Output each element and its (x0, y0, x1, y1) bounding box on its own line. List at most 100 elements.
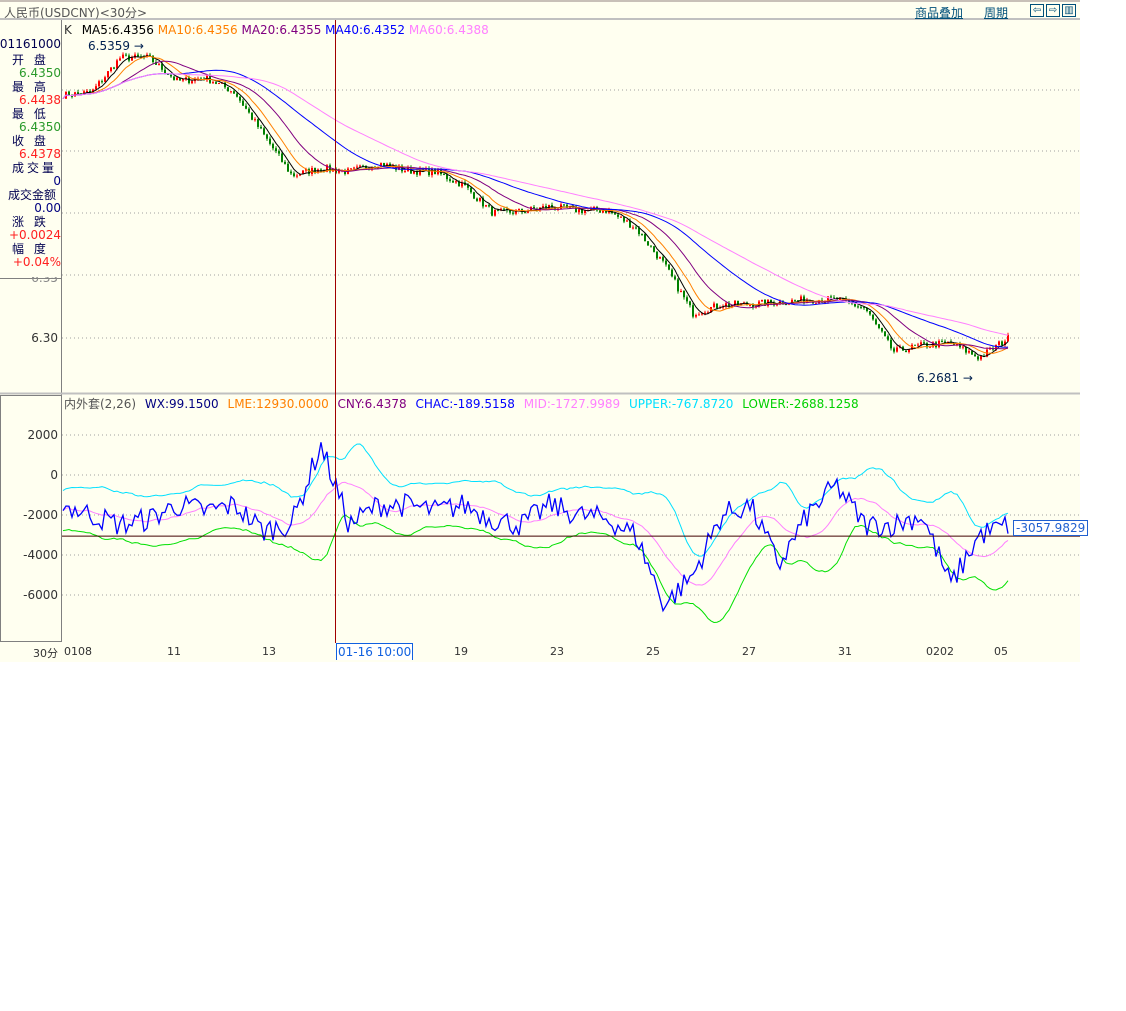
candle-body (266, 134, 268, 139)
candle-body (149, 54, 151, 56)
candle-body (695, 314, 697, 317)
candle-body (770, 299, 772, 303)
high-value: 6.5359 (88, 39, 130, 53)
arrow-left-icon[interactable]: ⇦ (1030, 4, 1044, 17)
candle-body (158, 63, 160, 65)
candle-body (725, 303, 727, 307)
candle-body (713, 303, 715, 307)
candle-body (497, 209, 499, 211)
candle-body (104, 77, 106, 82)
candle-body (185, 77, 187, 79)
candle-body (512, 212, 514, 214)
candle-body (230, 91, 232, 93)
candle-body (647, 241, 649, 246)
candle-body (242, 100, 244, 106)
candle-body (500, 208, 502, 210)
candle-body (614, 213, 616, 215)
candle-body (683, 290, 685, 298)
overlay-menu[interactable]: 商品叠加 (915, 6, 964, 20)
info-value: 6.4378 (19, 147, 61, 161)
candle-body (989, 348, 991, 350)
candle-body (482, 197, 484, 207)
legend-ma20: MA20:6.4355 (241, 23, 322, 37)
candle-body (548, 205, 550, 209)
candle-body (863, 307, 865, 309)
title-bar: 人民币(USDCNY)<30分> 商品叠加 周期 ⇦ ⇨ ▥ (0, 0, 1080, 20)
candle-body (908, 349, 910, 353)
candle-body (461, 182, 463, 187)
candle-body (356, 166, 358, 168)
candle-body (524, 212, 526, 214)
candle-body (218, 83, 220, 85)
chart-canvas[interactable] (0, 20, 1080, 662)
legend-ma10: MA10:6.4356 (157, 23, 238, 37)
candle-body (383, 163, 385, 167)
candle-body (470, 187, 472, 193)
candle-body (107, 71, 109, 78)
candle-body (602, 210, 604, 213)
candle-body (155, 62, 157, 65)
candle-body (785, 304, 787, 306)
candle-body (359, 165, 361, 167)
candle-body (587, 209, 589, 211)
candle-body (179, 77, 181, 81)
candle-body (1007, 334, 1009, 342)
candle-body (668, 264, 670, 270)
candle-body (704, 312, 706, 314)
info-label: 开 盘 (12, 53, 49, 67)
candle-body (272, 143, 274, 149)
candle-body (866, 308, 868, 312)
candle-body (947, 341, 949, 343)
candle-body (344, 170, 346, 174)
panel-layout-icon[interactable]: ▥ (1062, 4, 1076, 17)
candle-body (443, 174, 445, 176)
candle-body (299, 174, 301, 176)
candle-body (236, 93, 238, 97)
candle-body (269, 138, 271, 144)
candle-body (71, 96, 73, 98)
indicator-name: 内外套(2,26) (64, 397, 137, 411)
info-label: 收 盘 (12, 134, 49, 148)
info-label: 最 高 (12, 80, 49, 94)
candle-body (884, 331, 886, 337)
candle-body (869, 311, 871, 315)
candle-body (458, 181, 460, 187)
candle-body (971, 351, 973, 355)
period-menu[interactable]: 周期 (984, 6, 1009, 20)
candle-body (605, 210, 607, 213)
arrow-right-icon[interactable]: ⇨ (1046, 4, 1060, 17)
candle-body (578, 209, 580, 213)
candle-body (764, 299, 766, 306)
candle-body (89, 90, 91, 93)
legend-chac: CHAC:-189.5158 (415, 397, 515, 411)
candle-body (881, 328, 883, 332)
candle-body (542, 205, 544, 208)
candle-body (749, 305, 751, 307)
legend-ma60: MA60:6.4388 (408, 23, 489, 37)
chart-background (0, 20, 1080, 662)
candle-body (650, 245, 652, 247)
candle-body (698, 314, 700, 316)
low-value: 6.2681 (917, 371, 959, 385)
candle-body (977, 356, 979, 360)
candle-body (494, 209, 496, 216)
candle-body (278, 151, 280, 154)
legend-mid: MID:-1727.9989 (523, 397, 621, 411)
candle-body (248, 108, 250, 113)
candle-body (1001, 341, 1003, 346)
candle-body (251, 112, 253, 120)
candle-body (878, 324, 880, 329)
candle-body (917, 344, 919, 346)
candle-body (617, 214, 619, 217)
candle-body (626, 220, 628, 222)
candle-body (833, 297, 835, 299)
candle-body (566, 204, 568, 208)
upper-line (62, 443, 1009, 557)
candle-body (257, 119, 259, 127)
info-label: 涨 跌 (12, 215, 49, 229)
ma10-line (62, 55, 1009, 354)
candle-body (137, 54, 139, 57)
candle-body (77, 92, 79, 94)
candle-body (623, 216, 625, 222)
candle-body (113, 67, 115, 69)
